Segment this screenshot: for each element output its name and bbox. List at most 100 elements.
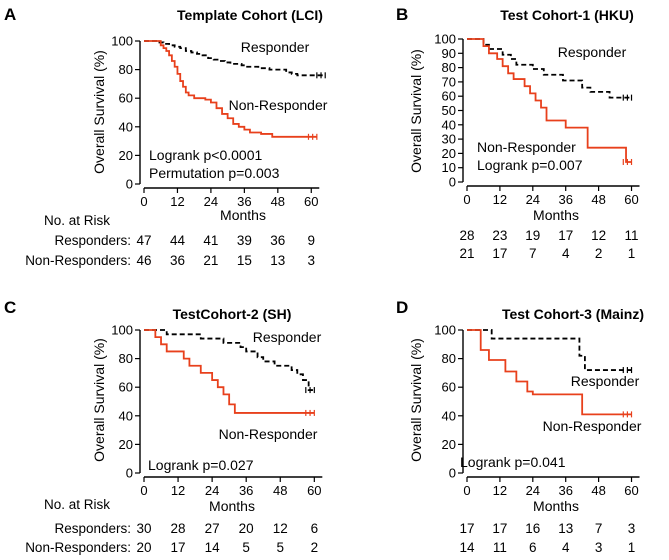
panel-b-nonresponder-label: Non-Responder <box>477 139 576 155</box>
panel-d-nonresponder-label: Non-Responder <box>543 418 642 434</box>
panel-b-xtick-label: 60 <box>624 192 638 207</box>
panel-c-risk-value: 12 <box>273 521 288 536</box>
panel-letter-c: C <box>4 298 16 317</box>
panel-c-risk-value: 27 <box>205 521 220 536</box>
panel-c-ytick-label: 100 <box>111 323 133 338</box>
panel-c-risk-value: 2 <box>311 540 319 555</box>
panel-c-risk-value: 5 <box>242 540 250 555</box>
panel-a-risk-label-nonresponders: Non-Responders: <box>25 253 131 268</box>
panel-c-xtick-label: 60 <box>307 483 321 498</box>
panel-c-xtick-label: 12 <box>171 483 185 498</box>
panel-letter-a: A <box>4 5 16 24</box>
panel-b-xtick-label: 24 <box>526 192 540 207</box>
panel-a-risk-value: 13 <box>270 253 285 268</box>
panel-c-xtick-label: 24 <box>205 483 219 498</box>
panel-a-risk-value: 15 <box>237 253 252 268</box>
panel-b-ytick-label: 20 <box>442 146 456 161</box>
panel-a-plot: 0 20 40 60 80 100 0 12 24 36 48 60 47 44 41 39 36 9 46 36 21… <box>111 34 326 268</box>
panel-a-curve-responder <box>144 40 326 77</box>
panel-c-title: TestCohort-2 (SH) <box>173 306 292 322</box>
panel-d-risk-value: 17 <box>459 521 474 536</box>
panel-a-risk-value: 44 <box>170 233 186 248</box>
panel-a-risk-value: 47 <box>136 233 151 248</box>
panel-b-ytick-label: 30 <box>442 132 456 147</box>
panel-c-curve-non-responder <box>144 329 315 414</box>
panel-a-permutation: Permutation p=0.003 <box>149 165 280 181</box>
panel-c-ytick-label: 40 <box>119 408 133 423</box>
panel-a-xtick-label: 12 <box>170 194 184 209</box>
panel-b-risk-value: 17 <box>558 228 573 243</box>
panel-c-risk-value: 17 <box>171 540 186 555</box>
panel-d-curve-responder <box>467 329 632 371</box>
panel-a-responder-label: Responder <box>241 39 310 55</box>
panel-letter-d: D <box>396 298 408 317</box>
panel-b-risk-value: 12 <box>591 228 606 243</box>
panel-a-ytick-label: 60 <box>119 91 133 106</box>
panel-b-ylabel: Overall Survival (%) <box>408 49 424 173</box>
panel-a-xtick-label: 24 <box>204 194 218 209</box>
panel-d-risk-value: 17 <box>492 521 507 536</box>
panel-a-ytick-label: 20 <box>119 148 133 163</box>
panel-a-risk-header: No. at Risk <box>44 213 110 228</box>
panel-c-xtick-label: 0 <box>140 483 147 498</box>
panel-a-curve-non-responder <box>144 40 317 138</box>
panel-b-ytick-label: 10 <box>442 160 456 175</box>
panel-c-ylabel: Overall Survival (%) <box>91 338 107 462</box>
panel-b-risk-value: 28 <box>459 228 474 243</box>
panel-b-ytick-label: 50 <box>442 103 456 118</box>
panel-a-xtick-label: 60 <box>304 194 318 209</box>
panel-letter-b: B <box>396 5 408 24</box>
panel-d-risk-value: 1 <box>628 540 636 555</box>
panel-b-responder-label: Responder <box>558 44 627 60</box>
panel-a-risk-value: 36 <box>270 233 285 248</box>
panel-a-risk-value: 9 <box>308 233 316 248</box>
panel-c-risk-label-responders: Responders: <box>54 521 131 536</box>
panel-b-risk-value: 4 <box>562 246 570 261</box>
panel-c-xlabel: Months <box>209 498 255 514</box>
panel-d-risk-value: 7 <box>595 521 603 536</box>
panel-d-risk-value: 13 <box>558 521 573 536</box>
panel-d-logrank: Logrank p=0.041 <box>460 454 566 470</box>
panel-a-ytick-label: 80 <box>119 62 133 77</box>
panel-a-xtick-label: 48 <box>271 194 285 209</box>
panel-d-xtick-label: 24 <box>526 483 540 498</box>
panel-b-risk-value: 19 <box>525 228 540 243</box>
panel-c-ytick-label: 60 <box>119 380 133 395</box>
panel-c-ytick-label: 20 <box>119 437 133 452</box>
panel-d-risk-value: 3 <box>628 521 636 536</box>
panel-b-ytick-label: 90 <box>442 46 456 61</box>
panel-a-title: Template Cohort (LCI) <box>177 7 323 23</box>
panel-c-ytick-label: 80 <box>119 351 133 366</box>
panel-a-risk-value: 41 <box>203 233 218 248</box>
panel-c-risk-value: 20 <box>239 521 254 536</box>
panel-d-ytick-label: 0 <box>449 466 456 481</box>
panel-d: D Test Cohort-3 (Mainz) Overall Survival… <box>396 298 644 514</box>
panel-b-risk-value: 17 <box>492 246 507 261</box>
panel-a-risk-value: 39 <box>237 233 252 248</box>
panel-b-risk-value: 21 <box>459 246 474 261</box>
panel-b-xtick-label: 48 <box>591 192 605 207</box>
panel-d-ylabel: Overall Survival (%) <box>408 338 424 462</box>
panel-d-risk-value: 3 <box>595 540 603 555</box>
panel-c-logrank: Logrank p=0.027 <box>148 457 254 473</box>
panel-c-curve-responder <box>144 329 315 391</box>
panel-a-ytick-label: 0 <box>126 177 133 192</box>
panel-a-risk-value: 36 <box>170 253 185 268</box>
panel-a-ytick-label: 100 <box>111 34 133 49</box>
panel-b-ytick-label: 40 <box>442 117 456 132</box>
panel-b-xlabel: Months <box>533 207 579 223</box>
panel-d-ytick-label: 80 <box>442 351 456 366</box>
panel-d-risk-value: 6 <box>529 540 537 555</box>
panel-b-xtick-label: 12 <box>493 192 507 207</box>
panel-b-xtick-label: 36 <box>558 192 572 207</box>
panel-a-xlabel: Months <box>220 207 266 223</box>
panel-b-ytick-label: 0 <box>449 175 456 190</box>
panel-a-risk-value: 3 <box>308 253 316 268</box>
panel-d-risk-value: 16 <box>525 521 540 536</box>
panel-d-xtick-label: 48 <box>591 483 605 498</box>
panel-d-xtick-label: 36 <box>558 483 572 498</box>
panel-a-xtick-label: 0 <box>140 194 147 209</box>
panel-d-ytick-label: 100 <box>434 323 456 338</box>
